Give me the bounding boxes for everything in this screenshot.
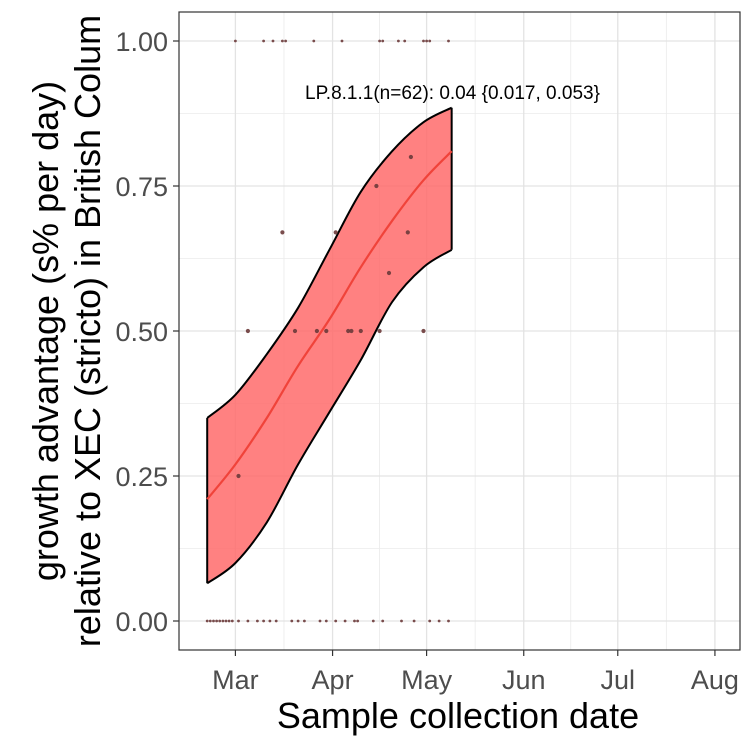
x-tick-label: Jun — [502, 665, 546, 695]
data-point — [356, 619, 359, 623]
data-point — [237, 619, 240, 623]
fit-line — [206, 150, 453, 500]
data-point — [412, 619, 416, 623]
x-tick-label: Aug — [691, 665, 739, 695]
data-point — [236, 473, 241, 479]
data-point — [292, 328, 298, 334]
x-tick-label: May — [401, 665, 453, 695]
data-point — [428, 39, 432, 43]
data-point — [271, 39, 275, 43]
fit-annotation: LP.8.1.1(n=62): 0.04 {0.017, 0.053} — [305, 83, 600, 104]
upper-bound-line — [206, 106, 453, 419]
data-point — [290, 619, 294, 623]
data-point — [378, 39, 381, 43]
data-point — [408, 154, 413, 160]
data-points — [205, 39, 450, 623]
data-point — [314, 328, 319, 334]
data-point — [377, 328, 382, 334]
data-point — [425, 39, 428, 43]
data-point — [400, 619, 403, 623]
data-point — [318, 619, 322, 623]
data-point — [358, 328, 363, 334]
data-point — [381, 619, 385, 623]
data-point — [428, 619, 432, 623]
data-point — [422, 39, 425, 43]
data-point — [421, 328, 426, 334]
y-tick-label: 0.50 — [115, 317, 168, 347]
major-gridlines — [179, 12, 740, 650]
data-point — [324, 328, 329, 334]
data-point — [274, 619, 278, 623]
y-tick-label: 1.00 — [115, 27, 168, 57]
x-tick-label: Apr — [312, 665, 354, 695]
data-point — [230, 619, 234, 623]
x-axis-title: Sample collection date — [277, 695, 639, 736]
data-point — [227, 619, 231, 623]
data-point — [371, 619, 375, 623]
y-tick-label: 0.75 — [115, 172, 168, 202]
data-point — [374, 183, 379, 189]
data-point — [262, 39, 265, 43]
data-point — [349, 328, 354, 334]
y-axis-ticks: 0.00 0.25 0.50 0.75 1.00 — [115, 27, 179, 637]
data-point — [215, 619, 219, 623]
x-tick-label: Jul — [601, 665, 636, 695]
data-point — [334, 619, 338, 623]
data-point — [280, 230, 285, 235]
data-point — [405, 230, 410, 235]
confidence-band-area — [207, 107, 452, 584]
y-axis-title: growth advantage (s% per day) relative to… — [25, 15, 108, 647]
data-point — [312, 39, 316, 43]
data-point — [346, 328, 351, 334]
y-axis-title-line: relative to XEC (stricto) in British Col… — [67, 15, 108, 647]
data-point — [303, 619, 306, 623]
data-point — [437, 619, 441, 623]
data-point — [246, 619, 250, 623]
data-point — [205, 619, 209, 623]
fit-curve — [206, 150, 453, 500]
y-tick-label: 0.00 — [115, 607, 168, 637]
data-point — [340, 39, 344, 43]
data-point — [284, 39, 287, 43]
data-point — [218, 619, 222, 623]
confidence-band — [206, 106, 453, 585]
data-point — [447, 619, 450, 623]
data-point — [212, 619, 215, 623]
data-point — [281, 39, 284, 43]
data-point — [447, 39, 450, 43]
data-point — [268, 619, 272, 623]
data-point — [224, 619, 228, 623]
data-point — [324, 619, 328, 623]
data-point — [403, 39, 407, 43]
x-tick-label: Mar — [212, 665, 259, 695]
data-point — [397, 39, 400, 43]
data-point — [256, 619, 259, 623]
data-point — [343, 619, 347, 623]
data-point — [353, 619, 356, 623]
data-point — [208, 619, 212, 623]
data-point — [262, 619, 265, 623]
data-point — [245, 328, 250, 334]
x-axis-ticks: Mar Apr May Jun Jul Aug — [212, 650, 739, 695]
data-point — [234, 39, 237, 43]
data-point — [333, 230, 338, 235]
data-point — [221, 619, 225, 623]
lower-bound-line — [206, 248, 453, 585]
data-point — [386, 270, 392, 276]
y-axis-title-line: growth advantage (s% per day) — [25, 81, 66, 581]
y-tick-label: 0.25 — [115, 462, 168, 492]
data-point — [381, 39, 385, 43]
data-point — [296, 619, 300, 623]
